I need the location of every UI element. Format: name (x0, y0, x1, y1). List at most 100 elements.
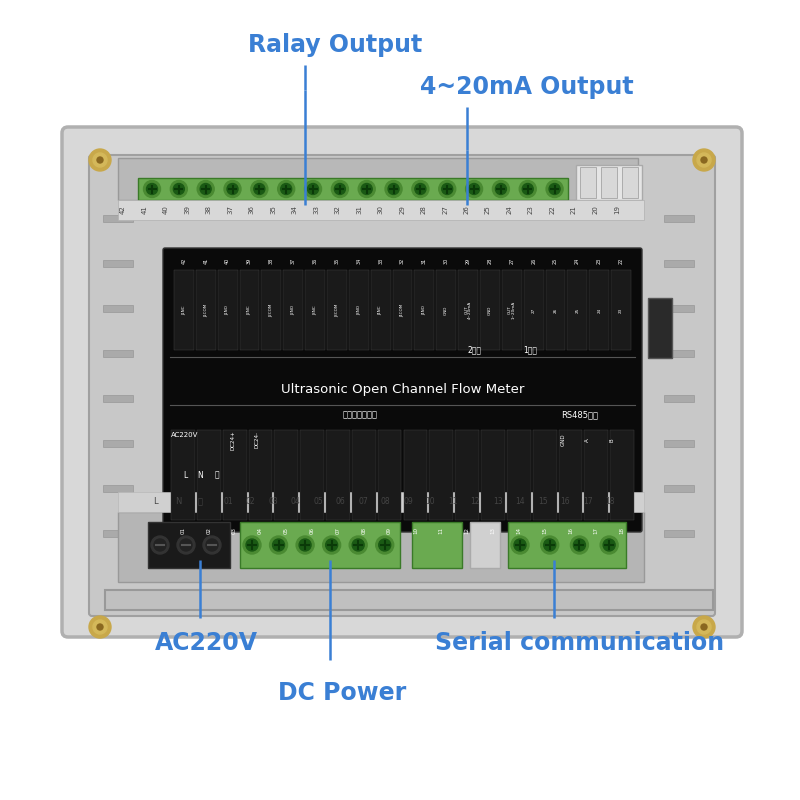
Text: 09: 09 (387, 526, 392, 534)
Circle shape (442, 183, 453, 194)
Bar (174, 270, 194, 350)
Text: OUT
4~20mA: OUT 4~20mA (464, 301, 472, 319)
Text: 17: 17 (583, 498, 593, 506)
Text: 17: 17 (594, 526, 598, 534)
Text: 19: 19 (614, 206, 620, 214)
Circle shape (197, 181, 214, 198)
Text: DC24+: DC24+ (230, 430, 235, 450)
Text: 传感器信号输入: 传感器信号输入 (342, 410, 378, 419)
Circle shape (331, 181, 348, 198)
Bar (611, 270, 631, 350)
Bar (524, 270, 543, 350)
Circle shape (603, 539, 615, 551)
Circle shape (246, 539, 258, 551)
Text: 30: 30 (444, 258, 449, 264)
Text: 11: 11 (448, 498, 458, 506)
Text: 16: 16 (561, 498, 570, 506)
Bar (103, 215, 133, 222)
Text: 13: 13 (493, 498, 502, 506)
Bar (481, 430, 505, 520)
Bar (327, 270, 347, 350)
Text: 04: 04 (290, 498, 300, 506)
Text: 23: 23 (528, 206, 534, 214)
Text: 38: 38 (269, 258, 274, 264)
Circle shape (701, 624, 707, 630)
Circle shape (151, 536, 169, 554)
Bar (430, 430, 453, 520)
Text: 34: 34 (292, 206, 298, 214)
Bar (412, 522, 462, 568)
Bar (239, 270, 259, 350)
Text: AC220V: AC220V (155, 631, 258, 655)
Bar (576, 165, 642, 200)
Text: 12: 12 (470, 498, 480, 506)
Text: 37: 37 (227, 206, 234, 214)
Bar (103, 485, 133, 492)
Text: A: A (585, 438, 590, 442)
Circle shape (358, 181, 375, 198)
Text: 39: 39 (247, 258, 252, 264)
Bar (664, 305, 694, 312)
Text: N: N (175, 498, 181, 506)
Circle shape (376, 536, 394, 554)
Text: 25: 25 (553, 258, 558, 264)
Bar (326, 430, 350, 520)
Text: 15: 15 (538, 498, 548, 506)
Bar (103, 350, 133, 357)
Text: 28: 28 (487, 258, 493, 264)
Text: 26: 26 (554, 307, 558, 313)
Text: J3NO: J3NO (357, 305, 361, 315)
Bar (103, 395, 133, 402)
Text: 03: 03 (268, 498, 278, 506)
Text: J3COM: J3COM (335, 303, 339, 317)
Bar (584, 430, 608, 520)
Circle shape (305, 181, 322, 198)
Text: N: N (197, 470, 203, 479)
Circle shape (299, 539, 311, 551)
Text: 01: 01 (181, 526, 186, 534)
Circle shape (270, 536, 287, 554)
Circle shape (281, 183, 292, 194)
Circle shape (89, 149, 111, 171)
Text: 27: 27 (442, 206, 448, 214)
Bar (455, 430, 479, 520)
Text: 39: 39 (185, 206, 190, 214)
Circle shape (177, 536, 195, 554)
Text: 42: 42 (182, 258, 186, 264)
Text: 24: 24 (598, 307, 602, 313)
Text: L: L (183, 470, 187, 479)
Circle shape (701, 157, 707, 163)
Text: 18: 18 (619, 526, 625, 534)
Bar (118, 512, 644, 582)
Bar (558, 430, 582, 520)
Circle shape (415, 183, 426, 194)
Circle shape (546, 181, 563, 198)
Circle shape (697, 620, 711, 634)
Bar (664, 350, 694, 357)
Circle shape (203, 536, 221, 554)
Text: 06: 06 (335, 498, 346, 506)
Text: 25: 25 (575, 307, 579, 313)
Circle shape (378, 539, 390, 551)
Text: 1通道: 1通道 (523, 346, 537, 354)
Text: 08: 08 (362, 526, 366, 534)
Text: 16: 16 (568, 526, 573, 534)
Bar (664, 440, 694, 447)
Bar (546, 270, 566, 350)
Circle shape (143, 181, 161, 198)
Bar (222, 430, 246, 520)
Circle shape (385, 181, 402, 198)
Text: 08: 08 (381, 498, 390, 506)
Text: 21: 21 (571, 206, 577, 214)
Text: 31: 31 (356, 206, 362, 214)
Bar (664, 395, 694, 402)
Circle shape (412, 181, 429, 198)
Circle shape (227, 183, 238, 194)
Text: J2NO: J2NO (291, 305, 295, 315)
Bar (138, 178, 568, 200)
Text: J2COM: J2COM (270, 303, 274, 317)
Bar (664, 485, 694, 492)
Bar (197, 430, 221, 520)
Text: 04: 04 (258, 526, 263, 534)
Circle shape (693, 616, 715, 638)
